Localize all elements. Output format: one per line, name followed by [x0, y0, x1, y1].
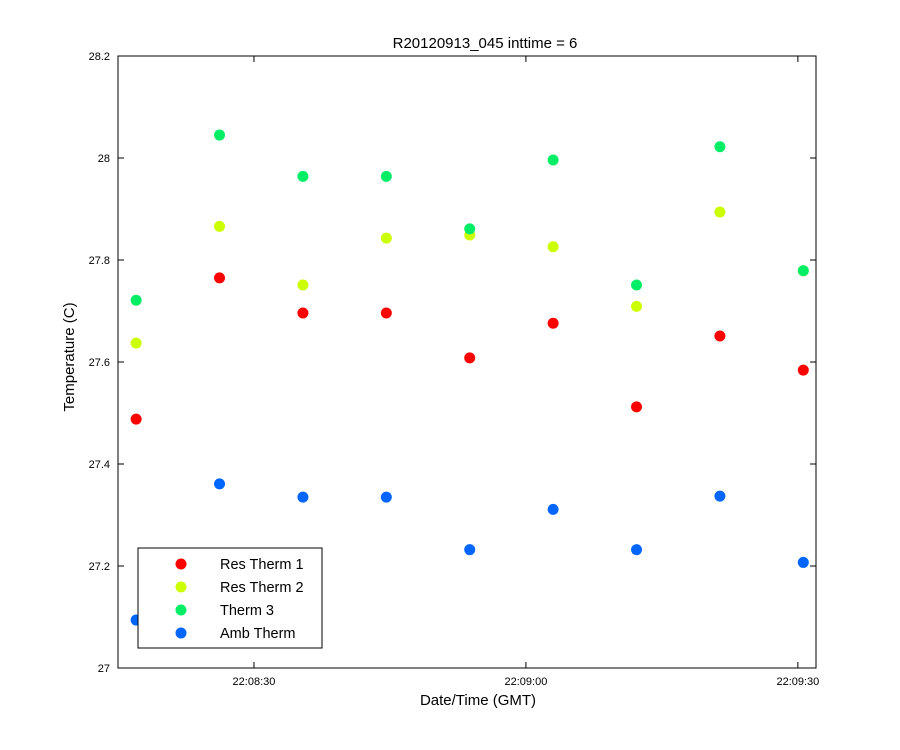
data-point — [631, 544, 643, 556]
data-point — [464, 352, 476, 364]
data-point — [130, 294, 142, 306]
tick-labels: 27 27.2 27.4 27.6 27.8 28 28.2 22:08:30 22:09:00… — [89, 51, 820, 688]
series-therm-3 — [130, 129, 809, 306]
data-point — [130, 413, 142, 425]
data-point — [214, 129, 226, 141]
data-point — [380, 307, 392, 319]
data-point — [714, 490, 726, 502]
data-point — [214, 272, 226, 284]
legend-box — [137, 547, 323, 649]
x-tick-label: 22:09:30 — [776, 676, 819, 688]
legend: Res Therm 1 Res Therm 2 Therm 3 Amb Therm — [137, 547, 323, 649]
x-tick-label: 22:09:00 — [505, 676, 548, 688]
plot-frame — [117, 55, 817, 669]
data-point — [380, 170, 392, 182]
data-points — [130, 129, 809, 626]
data-point — [380, 232, 392, 244]
x-axis-label: Date/Time (GMT) — [420, 692, 536, 709]
y-tick-label: 28.2 — [89, 51, 110, 63]
data-point — [547, 503, 559, 515]
legend-label: Amb Therm — [220, 626, 295, 642]
data-point — [547, 241, 559, 253]
legend-marker — [175, 558, 187, 570]
data-point — [297, 491, 309, 503]
data-point — [297, 279, 309, 291]
chart-title: R20120913_045 inttime = 6 — [393, 35, 578, 52]
data-point — [631, 401, 643, 413]
data-point — [214, 220, 226, 232]
data-point — [464, 544, 476, 556]
y-axis-label: Temperature (C) — [61, 302, 78, 411]
data-point — [214, 478, 226, 490]
data-point — [631, 300, 643, 312]
y-tick-label: 28 — [98, 153, 110, 165]
y-tick-label: 27.4 — [89, 459, 110, 471]
data-point — [797, 265, 809, 277]
data-point — [464, 223, 476, 235]
legend-marker — [175, 581, 187, 593]
data-point — [380, 491, 392, 503]
legend-marker — [175, 627, 187, 639]
data-point — [631, 279, 643, 291]
y-tick-label: 27 — [98, 663, 110, 675]
data-point — [714, 330, 726, 342]
legend-marker — [175, 604, 187, 616]
data-point — [714, 141, 726, 153]
data-point — [797, 364, 809, 376]
series-amb-therm — [130, 478, 809, 626]
y-tick-label: 27.8 — [89, 255, 110, 267]
legend-label: Res Therm 1 — [220, 557, 304, 573]
data-point — [714, 206, 726, 218]
y-tick-label: 27.6 — [89, 357, 110, 369]
legend-label: Res Therm 2 — [220, 580, 304, 596]
y-tick-label: 27.2 — [89, 561, 110, 573]
data-point — [547, 154, 559, 166]
data-point — [130, 337, 142, 349]
axis-ticks — [118, 55, 816, 669]
legend-label: Therm 3 — [220, 603, 274, 619]
x-tick-label: 22:08:30 — [233, 676, 276, 688]
series-res-therm-1 — [130, 272, 809, 425]
data-point — [297, 170, 309, 182]
data-point — [297, 307, 309, 319]
data-point — [797, 556, 809, 568]
data-point — [547, 317, 559, 329]
